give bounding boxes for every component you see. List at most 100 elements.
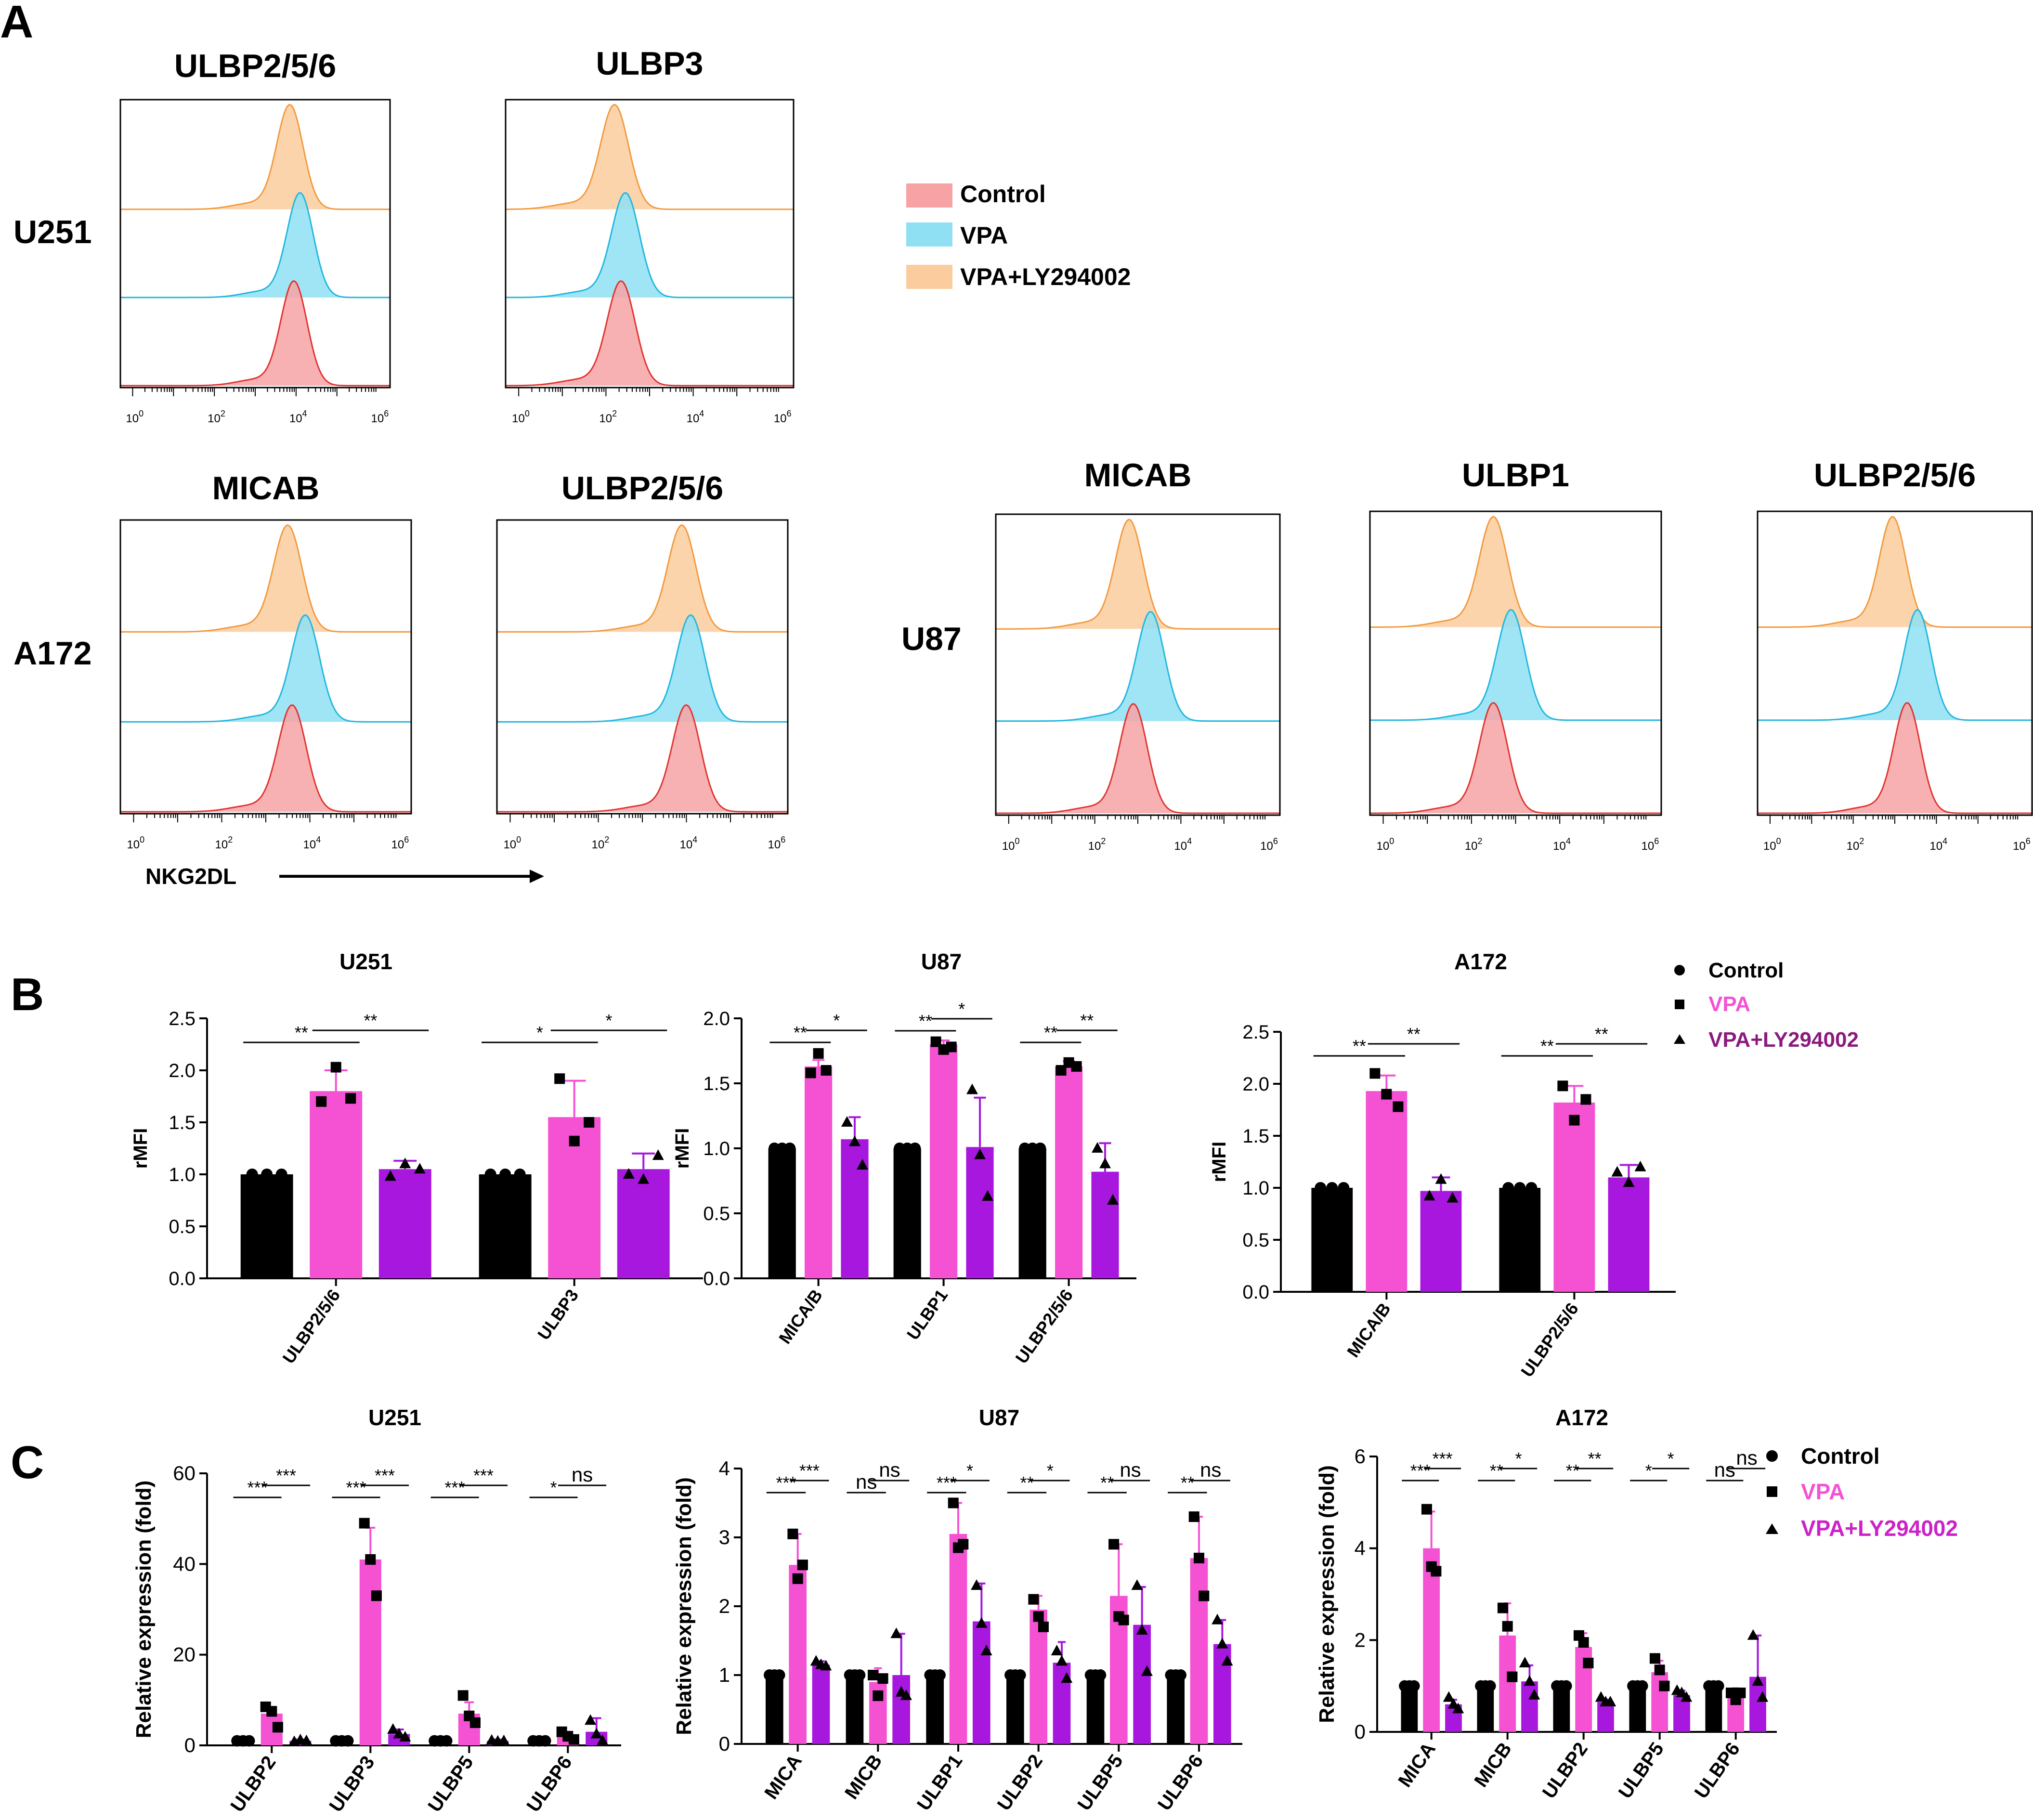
legend-b-ly-marker	[1674, 1034, 1685, 1044]
x-tick-label: MICA/B	[1343, 1299, 1394, 1361]
histogram-tick-label: 100	[1763, 836, 1781, 853]
histogram-outline-ly	[119, 524, 411, 633]
data-point-ly	[1141, 1665, 1153, 1676]
histogram-curve-vpa	[506, 193, 794, 298]
data-point-control	[246, 1169, 258, 1180]
bar-vpa-ly294002-1	[617, 1169, 670, 1278]
y-tick-label: 20	[173, 1643, 195, 1666]
y-tick-label: 60	[173, 1462, 195, 1484]
data-point-control	[1034, 1143, 1046, 1154]
histogram-curve-control	[120, 705, 411, 812]
histogram-a172-0: MICAB 100 102 104 106	[119, 470, 412, 851]
data-point-vpa	[584, 1117, 595, 1128]
data-point-control	[1174, 1669, 1186, 1681]
bar-vpa-ly294002-0	[812, 1664, 830, 1744]
chart-title: U87	[979, 1405, 1019, 1430]
legend-c-control-marker	[1766, 1450, 1778, 1462]
significance-label: **	[1407, 1024, 1420, 1044]
x-tick-label: ULBP2	[993, 1751, 1047, 1815]
histogram-outline-vpa	[1369, 609, 1661, 721]
significance-label: ***	[776, 1473, 796, 1493]
significance-label: ns	[1120, 1458, 1141, 1481]
data-point-ly	[841, 1116, 853, 1127]
y-axis-label: rMFI	[672, 1128, 693, 1169]
data-point-ly	[1091, 1142, 1103, 1153]
data-point-vpa	[1108, 1539, 1120, 1550]
y-tick-label: 0.5	[169, 1216, 195, 1237]
bar-vpa-ly294002-1	[966, 1147, 994, 1278]
x-tick-label: MICA	[1394, 1739, 1440, 1791]
significance-label: **	[1044, 1023, 1057, 1042]
significance-label: ***	[276, 1466, 296, 1485]
bar-vpa-ly294002-0	[841, 1139, 869, 1278]
histogram-outline-vpa	[1757, 609, 2032, 721]
x-tick-label: MICA	[760, 1751, 806, 1803]
data-point-ly	[1423, 1190, 1435, 1201]
y-tick-label: 3	[719, 1526, 730, 1548]
rmfi-bar-charts: U2510.00.51.01.52.02.5rMFIULBP2/5/6****U…	[130, 949, 1676, 1380]
data-point-vpa	[1580, 1094, 1591, 1105]
data-point-ly	[399, 1731, 411, 1742]
histogram-curve-ly	[497, 525, 788, 632]
bar-control-0	[768, 1148, 796, 1278]
bar-vpa-2	[949, 1534, 967, 1744]
bar-control-0	[240, 1174, 293, 1278]
data-point-ly	[1136, 1624, 1148, 1635]
histogram-tick-label: 106	[1260, 836, 1278, 853]
legend-b-control-label: Control	[1708, 959, 1784, 982]
data-point-control	[1408, 1680, 1420, 1692]
significance-label: *	[550, 1478, 557, 1497]
data-point-vpa	[1369, 1068, 1381, 1079]
histogram-outline-control	[506, 280, 794, 387]
bar-control-1	[846, 1675, 864, 1744]
bar-vpa-0	[805, 1066, 833, 1278]
data-point-ly	[652, 1149, 664, 1160]
histogram-tick-label: 102	[599, 409, 617, 425]
histogram-outline-ly	[496, 524, 788, 633]
histogram-curve-vpa	[1370, 610, 1661, 720]
bar-vpa-ly294002-0	[1420, 1191, 1462, 1292]
data-point-ly	[1623, 1176, 1635, 1187]
legend-b-control-marker	[1674, 965, 1685, 975]
data-point-ly	[1611, 1166, 1623, 1177]
y-tick-label: 2.5	[169, 1008, 195, 1029]
y-tick-label: 1.5	[1242, 1126, 1269, 1147]
data-point-control	[1560, 1680, 1572, 1692]
x-tick-label: ULBP3	[325, 1752, 378, 1816]
data-point-control	[1484, 1680, 1496, 1692]
y-tick-label: 1.0	[169, 1164, 195, 1185]
legend-swatch-control	[906, 183, 952, 208]
y-tick-label: 2	[719, 1595, 730, 1617]
data-point-ly	[399, 1157, 411, 1169]
significance-label: **	[1490, 1461, 1503, 1481]
y-tick-label: 0.5	[703, 1203, 730, 1224]
data-point-ly	[857, 1159, 869, 1170]
bar-vpa-ly294002-1	[892, 1675, 910, 1744]
data-point-vpa	[365, 1554, 376, 1565]
data-point-ly	[1099, 1157, 1111, 1169]
bar-control-0	[766, 1675, 783, 1744]
panel-label-c: C	[11, 1437, 44, 1488]
cell-line-label-a172: A172	[13, 635, 92, 672]
significance-label: ***	[473, 1466, 494, 1485]
x-tick-label: ULBP2	[226, 1752, 280, 1816]
y-tick-label: 1.5	[169, 1112, 195, 1133]
data-point-control	[1315, 1182, 1327, 1194]
data-point-ly	[638, 1173, 650, 1184]
histogram-outline-ly	[119, 104, 390, 210]
histogram-frame	[505, 99, 795, 389]
data-point-ly	[976, 1617, 988, 1628]
data-point-vpa	[330, 1062, 341, 1073]
data-point-vpa	[1502, 1621, 1513, 1632]
histogram-tick-label: 100	[503, 835, 521, 851]
data-point-vpa	[1431, 1566, 1442, 1577]
cell-line-label-u87: U87	[901, 621, 962, 657]
y-tick-label: 0	[719, 1732, 730, 1755]
histogram-tick-label: 106	[371, 409, 389, 425]
data-point-vpa	[873, 1690, 884, 1701]
histogram-tick-label: 102	[215, 835, 233, 851]
histogram-outline-ly	[1757, 516, 2032, 628]
y-axis-label: rMFI	[130, 1128, 151, 1169]
significance-label: ***	[445, 1478, 465, 1497]
y-tick-label: 2.5	[1242, 1022, 1269, 1043]
